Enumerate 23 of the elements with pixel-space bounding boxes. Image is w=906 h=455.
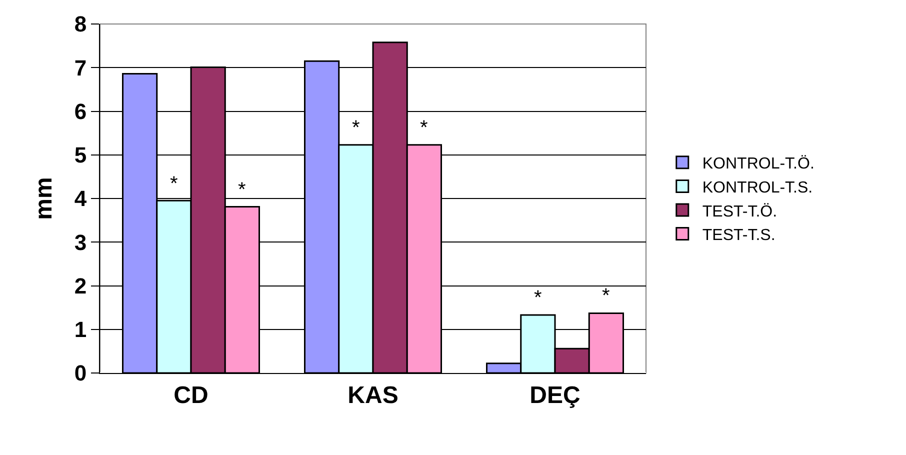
y-tick-label: 6 (74, 98, 87, 124)
annotation: * (170, 173, 178, 195)
annotation: * (352, 117, 360, 139)
x-tick-label: DEÇ (530, 382, 580, 409)
x-tick-label: CD (174, 382, 208, 409)
y-tick-label: 3 (74, 230, 87, 255)
y-tick-label: 7 (74, 55, 87, 80)
y-tick-label: 1 (74, 317, 87, 342)
annotation: * (238, 179, 246, 201)
y-tick-label: 0 (74, 360, 87, 386)
y-tick-label: 2 (74, 273, 87, 298)
legend-label: TEST-T.Ö. (702, 202, 778, 220)
annotation: * (534, 287, 542, 309)
legend-label: KONTROL-T.S. (702, 179, 813, 196)
y-tick-label: 4 (74, 186, 88, 212)
x-tick-label: KAS (348, 382, 398, 409)
annotation: * (602, 285, 610, 307)
y-tick-label: 8 (74, 12, 87, 37)
annotation: * (420, 117, 428, 139)
y-axis-title: mm (30, 177, 58, 220)
y-tick-label: 5 (74, 142, 87, 168)
legend-label: KONTROL-T.Ö. (702, 154, 814, 173)
legend-label: TEST-T.S. (702, 227, 776, 244)
